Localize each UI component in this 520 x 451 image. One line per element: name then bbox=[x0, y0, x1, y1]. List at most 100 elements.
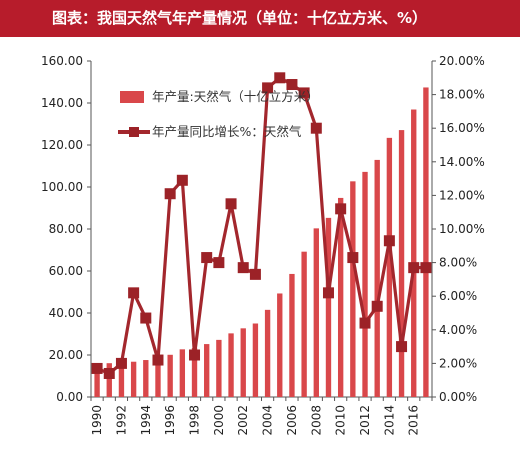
x-tick-label: 2012 bbox=[358, 405, 372, 436]
bar-2014 bbox=[386, 137, 393, 398]
bar-1994 bbox=[143, 360, 149, 397]
bar-1999 bbox=[204, 344, 210, 397]
bar-1993 bbox=[130, 361, 137, 397]
growth-line bbox=[96, 76, 426, 376]
y-tick-label: 60.00 bbox=[49, 264, 83, 278]
growth-point-1998 bbox=[189, 349, 201, 361]
chart-title: 图表：我国天然气年产量情况（单位：十亿立方米、%） bbox=[0, 0, 520, 37]
x-axis: 1990 1992 1994 1996 1998 2000 2002 2004 2006 2008… bbox=[90, 396, 433, 436]
bar-2000 bbox=[216, 339, 222, 397]
y-axis-left: 0.00 20.00 40.00 60.00 80.00 100.00 120.00 140.… bbox=[41, 54, 92, 404]
bar-2017 bbox=[423, 87, 429, 398]
growth-point-2012 bbox=[359, 317, 371, 329]
y-tick-label: 20.00 bbox=[49, 348, 83, 362]
bar-2001 bbox=[228, 333, 234, 397]
bar-2010 bbox=[337, 197, 344, 397]
growth-point-1995 bbox=[152, 354, 164, 366]
y2-tick-label: 0.00% bbox=[439, 390, 477, 404]
bar-2003 bbox=[252, 323, 259, 397]
bar-1992 bbox=[118, 363, 125, 397]
y2-tick-label: 8.00% bbox=[439, 256, 477, 270]
y-tick-label: 160.00 bbox=[41, 54, 83, 68]
bar-series-production bbox=[94, 87, 429, 398]
bar-2007 bbox=[301, 251, 307, 397]
bar-2015 bbox=[398, 130, 405, 397]
x-tick-label: 2004 bbox=[261, 405, 275, 436]
x-tick-label: 2010 bbox=[334, 405, 348, 436]
growth-point-2004 bbox=[262, 82, 274, 94]
y-axis-right: 0.00% 2.00% 4.00% 6.00% 8.00% 10.00% 12.00% 14.… bbox=[431, 54, 485, 404]
growth-point-2000 bbox=[213, 257, 225, 269]
growth-point-2007 bbox=[298, 87, 310, 99]
growth-point-1993 bbox=[128, 287, 140, 299]
growth-point-2001 bbox=[225, 198, 237, 210]
y2-tick-label: 12.00% bbox=[439, 188, 485, 202]
bar-1996 bbox=[167, 354, 173, 397]
growth-point-1992 bbox=[115, 357, 127, 369]
y-tick-label: 40.00 bbox=[49, 306, 83, 320]
x-tick-label: 2006 bbox=[285, 405, 299, 436]
y2-tick-label: 4.00% bbox=[439, 323, 477, 337]
y2-tick-label: 20.00% bbox=[439, 54, 485, 68]
y-tick-label: 120.00 bbox=[41, 138, 83, 152]
growth-point-2002 bbox=[237, 262, 249, 274]
growth-point-2011 bbox=[347, 252, 359, 264]
x-tick-label: 1990 bbox=[90, 405, 104, 436]
bar-2008 bbox=[313, 228, 319, 397]
y-tick-label: 0.00 bbox=[56, 390, 83, 404]
growth-point-2009 bbox=[322, 287, 334, 299]
x-tick-label: 2014 bbox=[382, 405, 396, 436]
bar-1997 bbox=[179, 349, 186, 397]
y-tick-label: 80.00 bbox=[49, 222, 83, 236]
legend-swatch-marker bbox=[129, 127, 139, 137]
growth-point-2008 bbox=[310, 122, 322, 134]
bar-1995 bbox=[155, 359, 161, 397]
growth-point-2016 bbox=[408, 262, 420, 274]
growth-point-1997 bbox=[176, 174, 188, 186]
y2-tick-label: 2.00% bbox=[439, 356, 477, 370]
x-tick-label: 1992 bbox=[114, 405, 128, 436]
growth-point-1999 bbox=[201, 252, 213, 264]
growth-point-2010 bbox=[335, 203, 347, 215]
x-tick-label: 1994 bbox=[139, 405, 153, 436]
growth-point-1990 bbox=[91, 362, 103, 374]
y2-tick-label: 6.00% bbox=[439, 289, 477, 303]
bar-2006 bbox=[289, 273, 295, 397]
bar-1991 bbox=[106, 363, 112, 397]
growth-point-2015 bbox=[396, 341, 408, 353]
growth-point-1996 bbox=[164, 188, 176, 200]
legend: 年产量:天然气（十亿立方米） 年产量同比增长%：天然气 bbox=[118, 89, 319, 139]
x-tick-label: 1998 bbox=[188, 405, 202, 436]
legend-label-bar: 年产量:天然气（十亿立方米） bbox=[152, 89, 319, 104]
chart-canvas: 0.00 20.00 40.00 60.00 80.00 100.00 120.00 140.… bbox=[41, 54, 485, 436]
bar-2012 bbox=[362, 171, 368, 397]
bar-2013 bbox=[374, 159, 380, 397]
growth-point-2005 bbox=[274, 72, 286, 84]
y2-tick-label: 14.00% bbox=[439, 155, 485, 169]
bar-2016 bbox=[411, 109, 417, 397]
x-tick-label: 2002 bbox=[236, 405, 250, 436]
growth-point-2017 bbox=[420, 262, 432, 274]
growth-point-1994 bbox=[140, 312, 152, 324]
growth-point-2006 bbox=[286, 79, 298, 91]
bar-2005 bbox=[277, 293, 283, 397]
growth-point-2014 bbox=[383, 235, 395, 247]
x-tick-label: 2000 bbox=[212, 405, 226, 436]
bar-2009 bbox=[325, 217, 332, 397]
growth-point-2003 bbox=[249, 268, 261, 280]
bar-2004 bbox=[264, 309, 271, 397]
bar-1990 bbox=[94, 364, 100, 397]
legend-label-line: 年产量同比增长%：天然气 bbox=[152, 124, 302, 139]
bar-1998 bbox=[191, 348, 198, 397]
growth-point-1991 bbox=[103, 367, 115, 379]
y2-tick-label: 18.00% bbox=[439, 88, 485, 102]
bar-2002 bbox=[240, 328, 246, 397]
y2-tick-label: 10.00% bbox=[439, 222, 485, 236]
line-series-growth bbox=[91, 72, 432, 379]
x-tick-label: 2008 bbox=[309, 405, 323, 436]
y2-tick-label: 16.00% bbox=[439, 121, 485, 135]
x-tick-label: 1996 bbox=[163, 405, 177, 436]
bar-2011 bbox=[350, 181, 356, 397]
y-tick-label: 140.00 bbox=[41, 96, 83, 110]
x-tick-label: 2016 bbox=[407, 405, 421, 436]
